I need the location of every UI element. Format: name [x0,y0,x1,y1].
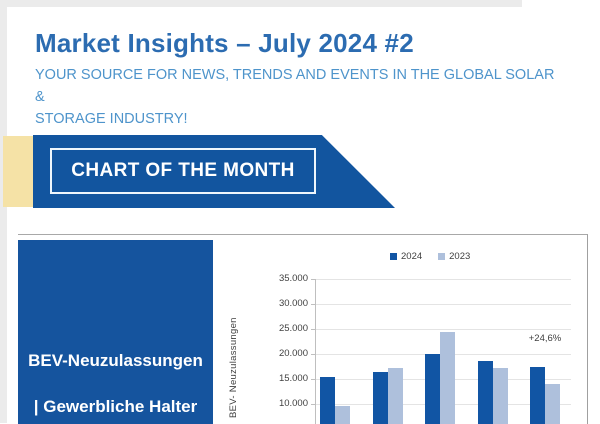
page-edge-top [0,0,522,7]
chart-of-the-month-ribbon: CHART OF THE MONTH [33,135,395,208]
chart-side-panel-text: BEV-Neuzulassungen | Gewerbliche Halter … [18,326,213,424]
bar-2024-group2 [373,372,388,424]
bar-2023-group5 [545,384,560,424]
chart-side-panel: BEV-Neuzulassungen | Gewerbliche Halter … [18,240,213,424]
page-edge-left [0,0,7,423]
bar-2023-group2 [388,368,403,424]
bar-2023-group3 [440,332,455,424]
gridline [315,304,571,305]
y-axis-tick-label: 35.000 [268,273,308,284]
bar-2023-group1 [335,406,350,424]
ribbon-label: CHART OF THE MONTH [71,160,295,182]
page-subtitle: YOUR SOURCE FOR NEWS, TRENDS AND EVENTS … [35,64,555,130]
legend-label: 2024 [401,251,422,262]
y-axis-tick-label: 25.000 [268,323,308,334]
bar-2024-group5 [530,367,545,424]
page-title: Market Insights – July 2024 #2 [35,28,414,59]
y-axis-tick-label: 10.000 [268,398,308,409]
page-subtitle-line1: YOUR SOURCE FOR NEWS, TRENDS AND EVENTS … [35,67,554,105]
legend-item-2024: 2024 [390,251,422,262]
ribbon-frame: CHART OF THE MONTH [50,148,316,194]
bar-2024-group3 [425,354,440,424]
accent-yellow-strip [3,136,33,207]
growth-annotation: +24,6% [529,333,562,344]
legend-item-2023: 2023 [438,251,470,262]
page-subtitle-line2: STORAGE INDUSTRY! [35,111,188,127]
chart-title-line1: BEV-Neuzulassungen [28,351,203,370]
gridline [315,279,571,280]
gridline [315,329,571,330]
chart-title: BEV-Neuzulassungen | Gewerbliche Halter [18,326,213,418]
y-axis-title: BEV- Neuzulassungen [228,313,239,423]
chart-legend: 2024 2023 [390,251,470,262]
y-axis-tick-label: 30.000 [268,298,308,309]
chart-card: BEV-Neuzulassungen | Gewerbliche Halter … [18,234,588,424]
legend-swatch-icon [438,253,445,260]
legend-swatch-icon [390,253,397,260]
y-axis-line [315,279,316,424]
chart-title-line2: | Gewerbliche Halter [34,397,197,416]
y-axis-tick-label: 15.000 [268,373,308,384]
y-axis-tick-label: 20.000 [268,348,308,359]
bar-2024-group4 [478,361,493,424]
bar-2023-group4 [493,368,508,424]
legend-label: 2023 [449,251,470,262]
bar-2024-group1 [320,377,335,424]
